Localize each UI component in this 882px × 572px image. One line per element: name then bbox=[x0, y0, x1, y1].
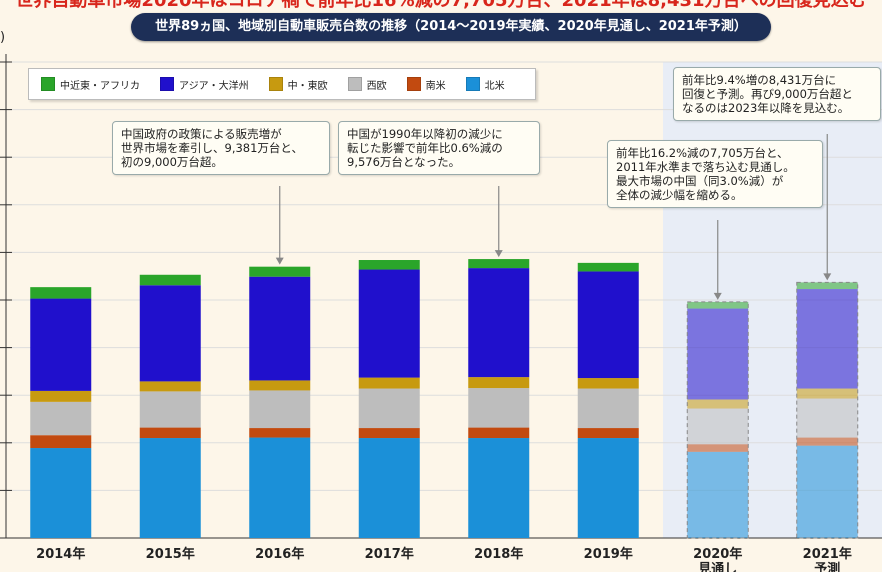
bar-segment bbox=[687, 408, 749, 445]
bar-segment bbox=[577, 428, 639, 439]
x-tick-label: 2018年 bbox=[474, 546, 523, 562]
bar-segment bbox=[358, 428, 420, 439]
bar-segment bbox=[139, 381, 201, 392]
bar-segment bbox=[358, 260, 420, 270]
bar-segment bbox=[468, 268, 530, 378]
bar-segment bbox=[249, 428, 311, 438]
forecast-outline bbox=[686, 301, 749, 539]
bar-segment bbox=[358, 438, 420, 538]
annotation-arrowhead bbox=[823, 273, 832, 281]
bar-segment bbox=[577, 262, 639, 272]
annotation-arrowhead bbox=[713, 292, 722, 300]
legend-swatch bbox=[268, 77, 283, 91]
annotation-2018-text: 中国が1990年以降初の減少に 転じた影響で前年比0.6%減の 9,576万台と… bbox=[347, 127, 503, 169]
legend-swatch bbox=[347, 77, 362, 91]
bar-segment bbox=[468, 388, 530, 428]
annotation-2018: 中国が1990年以降初の減少に 転じた影響で前年比0.6%減の 9,576万台と… bbox=[338, 121, 540, 175]
x-tick-label: 2016年 bbox=[255, 546, 304, 562]
bar-segment bbox=[139, 427, 201, 439]
x-tick-label: 2017年 bbox=[365, 546, 414, 562]
bar-segment bbox=[796, 398, 858, 438]
x-tick-label: 2020年見通し bbox=[693, 546, 742, 572]
legend-label: 中近東・アフリカ bbox=[60, 80, 140, 92]
bar-segment bbox=[796, 388, 858, 399]
bar-segment bbox=[577, 438, 639, 538]
bar-segment bbox=[796, 282, 858, 290]
bar-segment bbox=[796, 289, 858, 389]
legend-item: 南米 bbox=[406, 77, 446, 92]
bar-segment bbox=[577, 378, 639, 389]
bar-segment bbox=[577, 271, 639, 379]
chart-legend: 中近東・アフリカ アジア・大洋州 中・東欧 西欧 南米 北米 bbox=[28, 68, 536, 100]
annotation-arrowhead bbox=[494, 250, 503, 258]
legend-item: 北米 bbox=[465, 77, 505, 92]
legend-label: 中・東欧 bbox=[287, 80, 328, 92]
page-title: 世界自動車市場2020年はコロナ禍で前年比16%減の7,705万台、2021年は… bbox=[15, 0, 867, 11]
bar-segment bbox=[139, 274, 201, 286]
bar-segment bbox=[468, 377, 530, 389]
annotation-arrowhead bbox=[275, 257, 284, 265]
x-tick-label: 2019年 bbox=[584, 546, 633, 562]
bar-segment bbox=[687, 308, 749, 400]
bar-segment bbox=[796, 437, 858, 446]
legend-swatch bbox=[160, 77, 174, 91]
bar-segment bbox=[249, 380, 311, 391]
legend-item: 中近東・アフリカ bbox=[41, 77, 140, 92]
bar-segment bbox=[30, 298, 92, 391]
legend-item: 中・東欧 bbox=[268, 77, 328, 92]
bar-segment bbox=[249, 437, 311, 538]
bar-segment bbox=[577, 388, 639, 429]
bar-segment bbox=[139, 285, 201, 382]
bar-segment bbox=[249, 266, 311, 277]
bar-segment bbox=[139, 438, 201, 538]
bar-segment bbox=[687, 444, 749, 452]
bar-segment bbox=[30, 401, 92, 436]
legend-label: アジア・大洋州 bbox=[179, 80, 249, 92]
forecast-outline bbox=[796, 281, 859, 539]
annotation-2020: 前年比16.2%減の7,705万台と、 2011年水準まで落ち込む見通し。 最大… bbox=[607, 140, 823, 208]
annotation-2020-text: 前年比16.2%減の7,705万台と、 2011年水準まで落ち込む見通し。 最大… bbox=[616, 146, 795, 202]
bar-segment bbox=[30, 435, 92, 449]
annotation-2021: 前年比9.4%増の8,431万台に 回復と予測。再び9,000万台超と なるのは… bbox=[673, 67, 881, 121]
bar-segment bbox=[249, 390, 311, 429]
annotation-2021-text: 前年比9.4%増の8,431万台に 回復と予測。再び9,000万台超と なるのは… bbox=[682, 73, 853, 115]
x-tick-label: 2014年 bbox=[36, 546, 85, 562]
x-tick-label: 2015年 bbox=[146, 546, 195, 562]
legend-item: 西欧 bbox=[347, 77, 387, 92]
bar-segment bbox=[358, 377, 420, 389]
bar-segment bbox=[358, 388, 420, 429]
y-axis-unit: ) bbox=[0, 30, 6, 45]
legend-label: 西欧 bbox=[366, 80, 387, 92]
bar-segment bbox=[468, 259, 530, 269]
chart-subtitle: 世界89ヵ国、地域別自動車販売台数の推移（2014〜2019年実績、2020年見… bbox=[131, 13, 771, 41]
legend-swatch bbox=[406, 77, 421, 91]
bar-segment bbox=[468, 427, 530, 439]
bar-segment bbox=[30, 287, 92, 299]
legend-swatch bbox=[41, 77, 55, 91]
annotation-2016: 中国政府の政策による販売増が 世界市場を牽引し、9,381万台と、 初の9,00… bbox=[112, 121, 330, 175]
bar-segment bbox=[687, 451, 749, 538]
bar-segment bbox=[249, 276, 311, 381]
bar-segment bbox=[30, 390, 92, 402]
bar-segment bbox=[139, 391, 201, 428]
bar-segment bbox=[358, 269, 420, 378]
x-tick-label: 2021年予測 bbox=[803, 546, 852, 572]
legend-label: 南米 bbox=[425, 80, 446, 92]
legend-label: 北米 bbox=[484, 80, 505, 92]
legend-item: アジア・大洋州 bbox=[160, 77, 249, 92]
bar-segment bbox=[687, 301, 749, 309]
annotation-2016-text: 中国政府の政策による販売増が 世界市場を牽引し、9,381万台と、 初の9,00… bbox=[121, 127, 303, 169]
bar-segment bbox=[468, 438, 530, 538]
bar-segment bbox=[30, 448, 92, 538]
bar-segment bbox=[687, 399, 749, 409]
legend-swatch bbox=[465, 77, 480, 91]
bar-segment bbox=[796, 445, 858, 538]
